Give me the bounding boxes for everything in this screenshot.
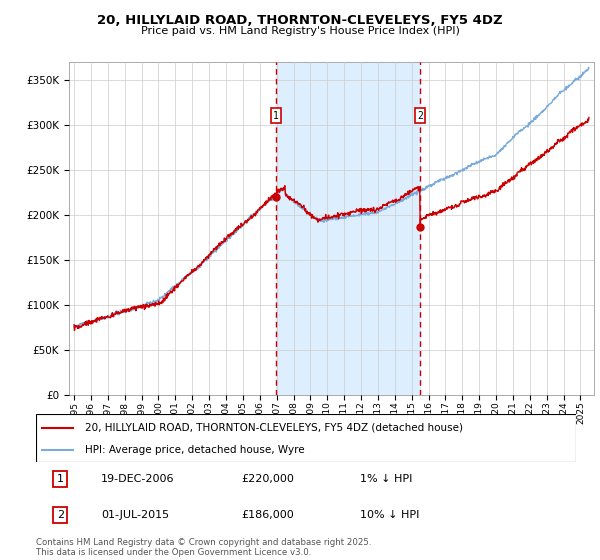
Text: 1: 1 xyxy=(273,111,279,120)
Text: 1% ↓ HPI: 1% ↓ HPI xyxy=(360,474,412,484)
Text: 01-JUL-2015: 01-JUL-2015 xyxy=(101,510,169,520)
Text: Price paid vs. HM Land Registry's House Price Index (HPI): Price paid vs. HM Land Registry's House … xyxy=(140,26,460,36)
Text: 20, HILLYLAID ROAD, THORNTON-CLEVELEYS, FY5 4DZ (detached house): 20, HILLYLAID ROAD, THORNTON-CLEVELEYS, … xyxy=(85,423,463,433)
Bar xyxy=(276,62,420,395)
Text: 19-DEC-2006: 19-DEC-2006 xyxy=(101,474,175,484)
Text: 2: 2 xyxy=(417,111,423,120)
Text: Contains HM Land Registry data © Crown copyright and database right 2025.
This d: Contains HM Land Registry data © Crown c… xyxy=(36,538,371,557)
Text: HPI: Average price, detached house, Wyre: HPI: Average price, detached house, Wyre xyxy=(85,445,304,455)
Text: 1: 1 xyxy=(57,474,64,484)
Text: 20, HILLYLAID ROAD, THORNTON-CLEVELEYS, FY5 4DZ: 20, HILLYLAID ROAD, THORNTON-CLEVELEYS, … xyxy=(97,14,503,27)
Text: £186,000: £186,000 xyxy=(241,510,294,520)
Text: 10% ↓ HPI: 10% ↓ HPI xyxy=(360,510,419,520)
Text: 2: 2 xyxy=(57,510,64,520)
Text: £220,000: £220,000 xyxy=(241,474,294,484)
